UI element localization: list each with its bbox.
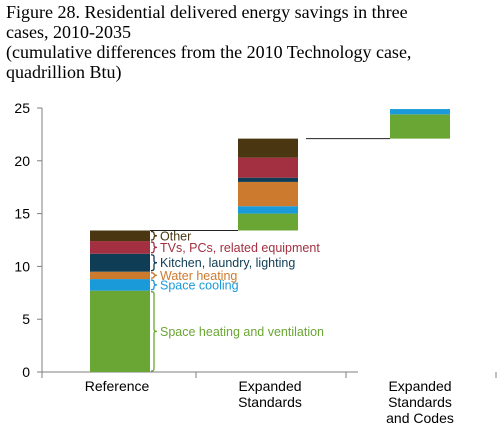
brace-water_heating [150, 272, 158, 279]
bar-segment-tvs [90, 241, 150, 254]
y-tick-label: 15 [14, 206, 30, 222]
x-tick-label: Expanded [238, 378, 301, 394]
bar-segment-water_heating [90, 271, 150, 280]
chart-title-line: cases, 2010-2035 [6, 22, 131, 42]
series-label-tvs: TVs, PCs, related equipment [160, 241, 320, 255]
brace-kitchen [150, 254, 158, 272]
series-label-other: Other [160, 229, 191, 243]
series-label-kitchen: Kitchen, laundry, lighting [160, 256, 295, 270]
bar-segment-other [238, 138, 298, 158]
bar-segment-space_heating [90, 290, 150, 372]
bar-segment-kitchen [90, 253, 150, 272]
brace-tvs [150, 241, 158, 254]
bar-segment-space_cooling [238, 206, 298, 214]
bar-segment-space_cooling [90, 279, 150, 291]
y-tick-label: 20 [14, 153, 30, 169]
bar-segment-kitchen [238, 177, 298, 182]
x-tick-label: and Codes [386, 410, 454, 426]
x-tick-label: Reference [85, 378, 150, 394]
chart-title: Figure 28. Residential delivered energy … [6, 2, 501, 82]
bar-segment-other [90, 230, 150, 242]
brace-space_cooling [150, 279, 158, 291]
series-label-water_heating: Water heating [160, 269, 237, 283]
series-label-space_heating: Space heating and ventilation [160, 325, 324, 339]
y-tick-label: 10 [14, 258, 30, 274]
series-label-space_cooling: Space cooling [160, 278, 239, 292]
chart-title-line: quadrillion Btu) [6, 62, 122, 82]
brace-other [150, 230, 158, 241]
chart-title-line: (cumulative differences from the 2010 Te… [6, 42, 412, 62]
x-tick-label: Standards [388, 394, 452, 410]
chart-title-line: Figure 28. Residential delivered energy … [6, 2, 408, 22]
bar-segment-water_heating [238, 181, 298, 207]
brace-space_heating [150, 291, 158, 372]
x-tick-label: Standards [238, 394, 302, 410]
bar-segment-space_cooling [390, 109, 450, 115]
y-tick-label: 5 [22, 311, 30, 327]
y-tick-label: 25 [14, 100, 30, 116]
bar-segment-space_heating [238, 213, 298, 231]
bar-segment-space_heating [390, 114, 450, 139]
bar-segment-tvs [238, 157, 298, 178]
y-tick-label: 0 [22, 364, 30, 380]
x-tick-label: Expanded [388, 378, 451, 394]
